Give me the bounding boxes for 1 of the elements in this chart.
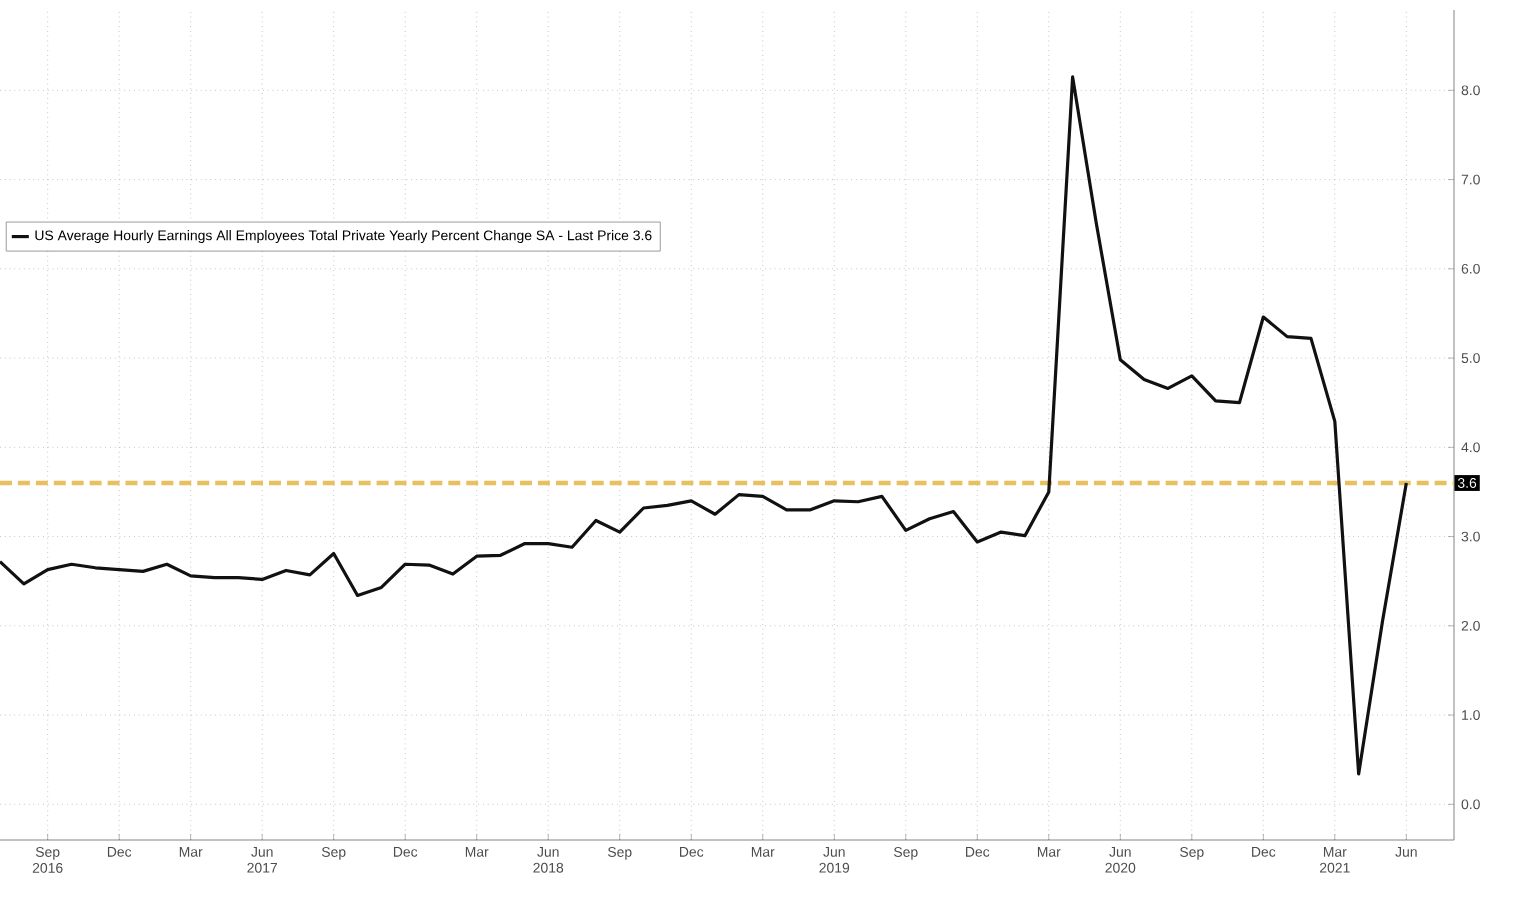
line-series (0, 75, 1408, 776)
